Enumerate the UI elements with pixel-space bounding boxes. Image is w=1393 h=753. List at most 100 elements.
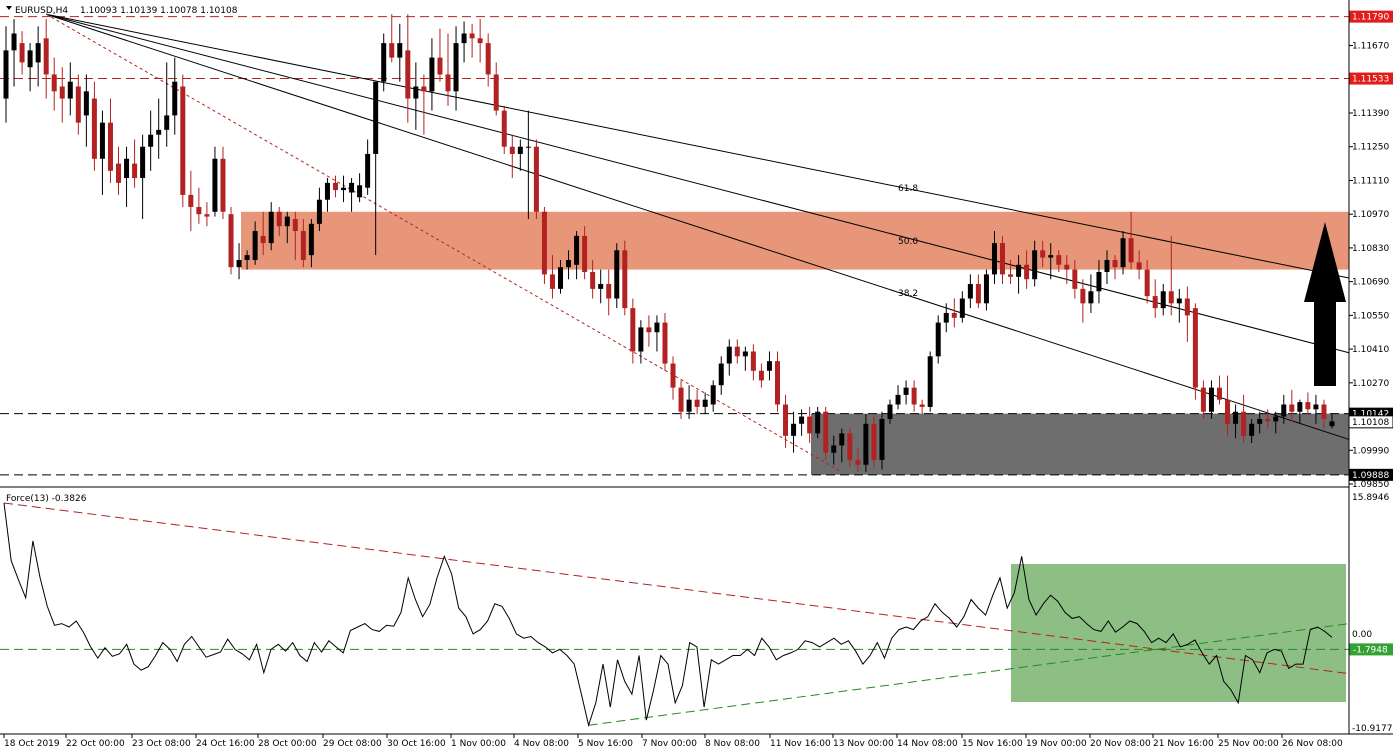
candle-body xyxy=(75,86,81,123)
candle xyxy=(541,206,547,285)
candle xyxy=(59,67,65,123)
price-tick-label: 1.10410 xyxy=(1352,345,1389,355)
candle-body xyxy=(501,110,507,147)
candle xyxy=(598,269,604,304)
candle xyxy=(831,435,837,465)
candle xyxy=(1144,259,1150,304)
candle-body xyxy=(156,129,162,135)
candle xyxy=(67,62,73,116)
force-tick-label: 0.00 xyxy=(1352,630,1372,640)
price-panel: 61.8 50.0 38.2 1.11790 1.11670 1.11533 1.1139… xyxy=(0,10,1393,490)
candle xyxy=(252,221,258,265)
candle-body xyxy=(855,459,861,465)
candle-body xyxy=(1056,255,1062,265)
up-arrow-icon xyxy=(1304,222,1346,386)
force-indicator-label: Force(13) -0.3826 xyxy=(6,494,87,504)
candle-body xyxy=(172,81,178,116)
candle-body xyxy=(252,231,258,260)
candle xyxy=(1072,259,1078,299)
candle-body xyxy=(1321,404,1327,419)
candle-body xyxy=(654,322,660,333)
candle xyxy=(35,26,41,87)
candle xyxy=(1064,255,1070,285)
candle-body xyxy=(533,146,539,212)
candle-body xyxy=(799,416,805,424)
candle-body xyxy=(477,38,483,44)
candle xyxy=(373,81,379,256)
level-tag-bg xyxy=(1349,72,1393,85)
symbol-label: EURUSD,H4 xyxy=(15,6,68,16)
candle-body xyxy=(1104,259,1110,272)
candle xyxy=(566,250,572,280)
candle-body xyxy=(678,387,684,412)
candle-body xyxy=(525,146,531,148)
candle xyxy=(1136,250,1142,280)
candle-body xyxy=(558,267,564,289)
candle xyxy=(268,202,274,251)
candle xyxy=(1112,255,1118,280)
candle-body xyxy=(646,327,652,333)
candle-body xyxy=(1208,387,1214,412)
candle xyxy=(1016,255,1022,294)
candle xyxy=(1088,274,1094,313)
candle-body xyxy=(268,211,274,244)
candle xyxy=(445,33,451,106)
candle xyxy=(549,255,555,299)
fan-line-50 xyxy=(46,13,1350,354)
candle xyxy=(1305,392,1311,415)
candle-body xyxy=(1216,387,1222,400)
candle xyxy=(646,315,652,347)
candle-body xyxy=(107,122,113,171)
candle-body xyxy=(710,385,716,405)
time-tick-label: 5 Nov 16:00 xyxy=(578,739,633,749)
candle-body xyxy=(1241,411,1247,436)
candle xyxy=(116,146,122,195)
candle-body xyxy=(574,235,580,265)
candle-body xyxy=(365,153,371,188)
candle xyxy=(1032,240,1038,287)
level-tag-label: 1.10142 xyxy=(1352,410,1389,420)
candle-body xyxy=(196,206,202,215)
candle xyxy=(19,31,25,75)
time-tick-label: 20 Nov 08:00 xyxy=(1090,739,1151,749)
candle-body xyxy=(541,211,547,275)
candle-body xyxy=(1136,262,1142,270)
candle xyxy=(1152,279,1158,318)
time-tick-label: 15 Nov 16:00 xyxy=(962,739,1023,749)
candle-body xyxy=(316,199,322,224)
candle-body xyxy=(59,86,65,99)
candle-body xyxy=(1120,238,1126,268)
candle xyxy=(799,409,805,436)
candle-body xyxy=(598,284,604,289)
candle-body xyxy=(1048,255,1054,258)
candle xyxy=(903,380,909,405)
candle-body xyxy=(823,411,829,453)
candle xyxy=(461,21,467,63)
candle-body xyxy=(11,33,17,51)
resistance-zone xyxy=(241,211,1349,270)
dropdown-triangle-icon[interactable] xyxy=(6,6,12,10)
candle-body xyxy=(847,433,853,460)
candle xyxy=(1000,235,1006,285)
price-tick-label: 1.09990 xyxy=(1352,446,1389,456)
current-price-tag: 1.10108 xyxy=(1352,418,1389,428)
candle-body xyxy=(1168,291,1174,304)
candle-body xyxy=(83,91,89,116)
force-green-trendline xyxy=(588,623,1350,726)
candle xyxy=(1128,211,1134,270)
candle-body xyxy=(1329,421,1335,427)
candle-body xyxy=(3,50,9,99)
candle xyxy=(1040,240,1046,268)
candle xyxy=(132,139,138,188)
candle xyxy=(204,202,210,227)
candle-body xyxy=(734,346,740,357)
candle xyxy=(1024,250,1030,289)
candle xyxy=(1265,409,1271,429)
fan-label-1: 50.0 xyxy=(898,237,918,247)
candle-body xyxy=(1273,416,1279,422)
time-tick-label: 7 Nov 00:00 xyxy=(642,739,697,749)
candle-body xyxy=(879,418,885,460)
candle xyxy=(164,62,170,147)
price-tick-label: 1.11390 xyxy=(1352,109,1389,119)
